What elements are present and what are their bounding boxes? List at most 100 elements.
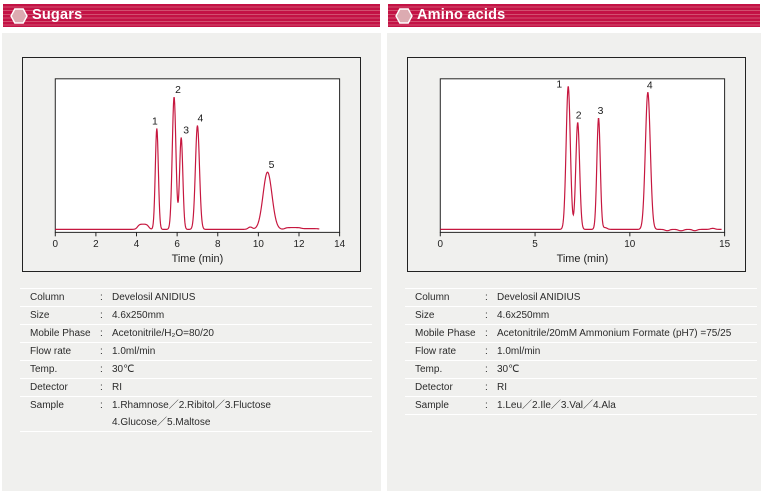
- section-header-sugars: Sugars: [3, 4, 380, 27]
- plot-area: [439, 78, 726, 233]
- x-tick-label: 14: [334, 239, 346, 250]
- spec-colon: :: [485, 382, 488, 393]
- spec-label: Sample: [30, 400, 64, 411]
- spec-colon: :: [485, 310, 488, 321]
- x-tick-label: 10: [624, 239, 636, 250]
- chromatogram-frame: 0 2 4 6 8 10 12 14 Time (min) 1 2 3 4 5: [22, 57, 361, 272]
- plot-area: [54, 78, 341, 233]
- peak-label: 5: [269, 160, 275, 171]
- spec-colon: :: [485, 328, 488, 339]
- spec-value: 1.0ml/min: [112, 346, 156, 357]
- spec-colon: :: [485, 364, 488, 375]
- spec-row-detector: Detector : RI: [20, 378, 372, 396]
- chromatogram-chart-amino-acids: 0 5 10 15 Time (min) 1 2 3 4: [438, 78, 731, 265]
- spec-value: RI: [112, 382, 122, 393]
- spec-label: Column: [415, 292, 450, 303]
- spec-colon: :: [100, 292, 103, 303]
- spec-row-temp: Temp. : 30℃: [405, 360, 757, 378]
- peak-label: 2: [175, 85, 181, 96]
- spec-row-sample: Sample : 1.Rhamnose／2.Ribitol／3.Fluctose…: [20, 396, 372, 432]
- panel-sugars: Sugars 0 2 4 6 8 10 12 14 Time (min) 1 2 3 4 5 Column…: [2, 3, 381, 491]
- spec-row-mobile-phase: Mobile Phase : Acetonitrile/H₂O=80/20: [20, 324, 372, 342]
- peak-label: 1: [556, 80, 562, 91]
- spec-colon: :: [100, 400, 103, 411]
- spec-colon: :: [100, 364, 103, 375]
- spec-colon: :: [485, 346, 488, 357]
- x-tick-label: 2: [93, 239, 99, 250]
- spec-value: Acetonitrile/20mM Ammonium Formate (pH7)…: [497, 328, 732, 339]
- spec-row-temp: Temp. : 30℃: [20, 360, 372, 378]
- spec-value: 1.Leu／2.Ile／3.Val／4.Ala: [497, 400, 616, 411]
- spec-row-column: Column : Develosil ANIDIUS: [20, 288, 372, 306]
- section-header-amino-acids: Amino acids: [388, 4, 760, 27]
- spec-row-flow-rate: Flow rate : 1.0ml/min: [405, 342, 757, 360]
- spec-row-size: Size : 4.6x250mm: [20, 306, 372, 324]
- peak-label: 4: [647, 80, 653, 91]
- spec-table: Column : Develosil ANIDIUS Size : 4.6x25…: [405, 288, 757, 415]
- spec-label: Detector: [30, 382, 68, 393]
- spec-value: 1.Rhamnose／2.Ribitol／3.Fluctose 4.Glucos…: [112, 397, 372, 431]
- chromatogram-trace: [55, 97, 320, 230]
- spec-value: Develosil ANIDIUS: [112, 292, 196, 303]
- section-title: Amino acids: [417, 7, 506, 23]
- spec-row-mobile-phase: Mobile Phase : Acetonitrile/20mM Ammoniu…: [405, 324, 757, 342]
- spec-value: RI: [497, 382, 507, 393]
- x-tick-label: 0: [438, 239, 444, 250]
- peak-label: 2: [576, 111, 582, 122]
- peak-label: 1: [152, 117, 158, 128]
- spec-label: Detector: [415, 382, 453, 393]
- section-title: Sugars: [32, 7, 83, 23]
- spec-label: Size: [30, 310, 50, 321]
- x-axis-label: Time (min): [557, 253, 609, 265]
- x-tick-label: 12: [293, 239, 304, 250]
- spec-label: Mobile Phase: [415, 328, 476, 339]
- spec-label: Mobile Phase: [30, 328, 91, 339]
- spec-colon: :: [485, 400, 488, 411]
- spec-colon: :: [485, 292, 488, 303]
- x-tick-label: 15: [719, 239, 731, 250]
- spec-label: Sample: [415, 400, 449, 411]
- spec-row-flow-rate: Flow rate : 1.0ml/min: [20, 342, 372, 360]
- x-tick-label: 0: [53, 239, 59, 250]
- spec-table: Column : Develosil ANIDIUS Size : 4.6x25…: [20, 288, 372, 432]
- panel-amino-acids: Amino acids 0 5 10 15 Time (min) 1 2 3 4 Column …: [387, 3, 761, 491]
- peak-label: 4: [198, 114, 204, 125]
- spec-colon: :: [100, 328, 103, 339]
- spec-row-size: Size : 4.6x250mm: [405, 306, 757, 324]
- peak-label: 3: [183, 126, 189, 137]
- spec-value: Acetonitrile/H₂O=80/20: [112, 328, 214, 339]
- spec-colon: :: [100, 310, 103, 321]
- x-tick-label: 8: [215, 239, 221, 250]
- spec-value: 30℃: [112, 364, 135, 375]
- hexagon-icon: [395, 7, 413, 24]
- x-tick-label: 5: [532, 239, 538, 250]
- spec-row-column: Column : Develosil ANIDIUS: [405, 288, 757, 306]
- hexagon-icon: [10, 7, 28, 24]
- spec-value: 4.6x250mm: [112, 310, 165, 321]
- x-tick-label: 6: [174, 239, 180, 250]
- spec-label: Flow rate: [30, 346, 72, 357]
- x-tick-label: 4: [134, 239, 140, 250]
- chromatogram-frame: 0 5 10 15 Time (min) 1 2 3 4: [407, 57, 746, 272]
- spec-label: Flow rate: [415, 346, 457, 357]
- spec-value: 30℃: [497, 364, 520, 375]
- x-axis-label: Time (min): [172, 253, 224, 265]
- spec-value: Develosil ANIDIUS: [497, 292, 581, 303]
- spec-colon: :: [100, 382, 103, 393]
- spec-label: Temp.: [30, 364, 58, 375]
- chromatogram-trace: [440, 86, 722, 232]
- spec-value: 4.6x250mm: [497, 310, 550, 321]
- spec-label: Temp.: [415, 364, 443, 375]
- x-tick-label: 10: [253, 239, 265, 250]
- spec-label: Size: [415, 310, 435, 321]
- sample-line-2: 4.Glucose／5.Maltose: [112, 417, 211, 428]
- spec-label: Column: [30, 292, 65, 303]
- spec-colon: :: [100, 346, 103, 357]
- spec-value: 1.0ml/min: [497, 346, 541, 357]
- peak-label: 3: [598, 106, 604, 117]
- spec-row-sample: Sample : 1.Leu／2.Ile／3.Val／4.Ala: [405, 396, 757, 415]
- spec-row-detector: Detector : RI: [405, 378, 757, 396]
- panel-body: 0 5 10 15 Time (min) 1 2 3 4 Column : Develosil …: [387, 33, 761, 491]
- panel-body: 0 2 4 6 8 10 12 14 Time (min) 1 2 3 4 5 Column : Deve…: [2, 33, 381, 491]
